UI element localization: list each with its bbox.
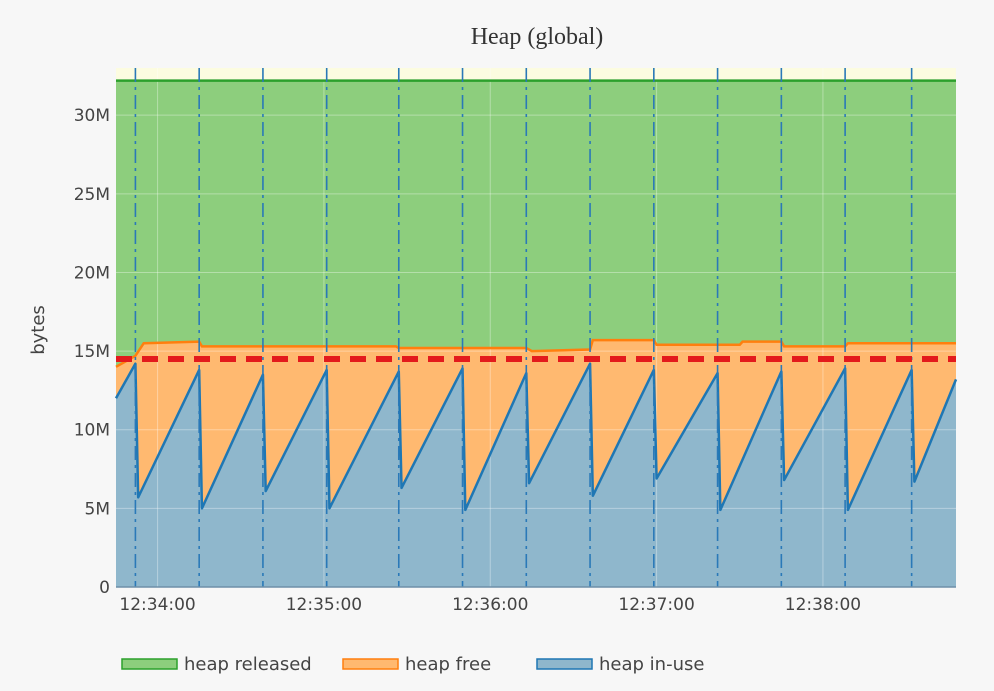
y-tick-label: 15M — [74, 342, 110, 362]
y-tick-label: 30M — [74, 106, 110, 126]
legend-heap-free-swatch — [342, 658, 399, 670]
legend-heap-released-swatch — [121, 658, 178, 670]
y-tick-label: 0 — [99, 578, 110, 598]
legend-heap-in-use-label: heap in-use — [599, 654, 704, 675]
x-tick-label: 12:36:00 — [452, 595, 528, 615]
chart-title: Heap (global) — [471, 24, 604, 50]
heap-released-area — [116, 80, 956, 367]
x-tick-label: 12:37:00 — [618, 595, 694, 615]
y-axis-label: bytes — [28, 305, 49, 355]
x-tick-label: 12:38:00 — [785, 595, 861, 615]
heap-free-area — [116, 340, 956, 510]
y-tick-label: 10M — [74, 421, 110, 441]
y-tick-label: 5M — [85, 499, 110, 519]
legend-heap-free-label: heap free — [405, 654, 491, 675]
y-tick-label: 20M — [74, 263, 110, 283]
legend: heap released heap free heap in-use — [121, 654, 704, 675]
plot-area: 0 5M 10M 15M 20M 25M 30M 12:34:00 12:35:00 12:36:… — [74, 68, 958, 615]
y-tick-label: 25M — [74, 185, 110, 205]
x-tick-label: 12:34:00 — [119, 595, 195, 615]
legend-heap-released-label: heap released — [184, 654, 312, 675]
heap-in-use-line — [114, 362, 958, 512]
x-tick-label: 12:35:00 — [286, 595, 362, 615]
legend-heap-in-use-swatch — [536, 658, 593, 670]
